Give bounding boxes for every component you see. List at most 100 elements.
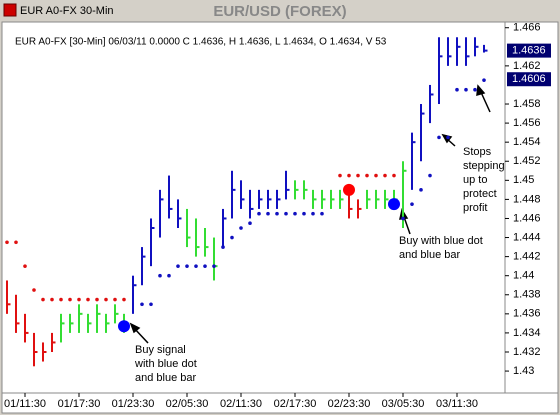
annotation: with blue dot [134,358,197,370]
x-tick-label: 02/05:30 [166,398,209,410]
x-tick-label: 02/23:30 [328,398,371,410]
y-tick-label: 1.458 [513,98,541,110]
stop-dot [32,288,36,292]
y-tick-label: 1.444 [513,231,541,243]
stop-dot [401,216,405,221]
stop-dot [284,211,288,216]
stop-dot [23,264,27,268]
stop-dot [257,211,261,216]
window-title: EUR A0-FX 30-Min [20,5,114,17]
stop-dot [104,297,108,302]
stop-dot [302,211,306,216]
stop-dot [239,226,243,230]
stop-dot [86,297,90,302]
y-tick-label: 1.45 [513,174,534,186]
stop-dot [176,264,180,268]
annotation: and blue bar [399,249,460,261]
x-tick-label: 03/05:30 [382,398,425,410]
stop-dot [455,87,459,92]
stop-dot [149,302,153,307]
y-tick-label: 1.462 [513,60,541,72]
stop-dot [95,297,99,302]
stop-dot [158,273,162,278]
stop-dot [293,211,297,216]
stop-dot [14,240,18,245]
stop-dot [437,135,441,140]
y-tick-label: 1.448 [513,193,541,205]
info-line: EUR A0-FX [30-Min] 06/03/11 0.0000 C 1.4… [15,37,387,48]
x-tick-label: 01/23:30 [112,398,155,410]
stop-dot [230,235,234,240]
price-marker [507,43,551,58]
stop-dot [419,188,423,192]
price-marker-label: 1.4636 [512,45,546,57]
y-tick-label: 1.436 [513,308,541,320]
x-tick-label: 01/17:30 [58,398,101,410]
x-axis-panel [1,392,559,414]
stop-dot [59,297,63,302]
stop-dot [311,211,315,216]
x-tick-label: 01/11:30 [4,398,46,410]
stop-dot [212,264,216,268]
stop-dot [338,173,342,178]
price-marker [507,72,551,87]
price-marker-label: 1.4606 [512,73,546,85]
stop-dot [113,297,117,302]
y-tick-label: 1.44 [513,270,534,282]
y-tick-label: 1.43 [513,365,534,377]
stop-dot [50,297,54,302]
signal-dot [388,198,400,211]
stop-dot [464,87,468,92]
x-tick-label: 03/11:30 [436,398,478,410]
stop-dot [374,173,378,178]
y-tick-label: 1.442 [513,251,541,263]
stop-dot [221,245,225,249]
y-tick-label: 1.438 [513,289,541,301]
plot-area [1,21,506,394]
stop-dot [266,211,270,216]
stop-dot [446,135,450,140]
annotation: Buy signal [135,344,186,356]
stop-dot [77,297,81,302]
y-tick-label: 1.466 [513,22,541,34]
stop-dot [122,297,126,302]
signal-dot [343,183,355,196]
stop-dot [473,87,477,92]
stop-dot [203,264,207,268]
stop-dot [392,173,396,178]
stop-dot [167,273,171,278]
x-tick-label: 02/17:30 [274,398,317,410]
window-icon [3,3,17,17]
stop-dot [482,78,486,82]
annotation: and blue bar [135,372,196,384]
y-tick-label: 1.454 [513,136,541,148]
stop-dot [140,302,144,307]
stop-dot [194,264,198,268]
annotation: protect [463,188,497,200]
y-tick-label: 1.446 [513,212,541,224]
stop-dot [347,173,351,178]
annotation: profit [463,202,487,214]
x-tick-label: 02/11:30 [220,398,262,410]
annotation: Stops [463,146,492,158]
stop-dot [185,264,189,268]
stop-dot [410,202,414,206]
stop-dot [275,211,279,216]
stop-dot [68,297,72,302]
stop-dot [320,211,324,216]
annotation: up to [463,174,487,186]
stop-dot [365,173,369,178]
chart-title: EUR/USD (FOREX) [213,3,346,20]
stop-dot [356,173,360,178]
y-tick-label: 1.456 [513,117,541,129]
stop-dot [41,297,45,302]
stop-dot [248,221,252,226]
annotation: stepping [463,160,505,172]
signal-dot [118,320,130,333]
stop-dot [5,240,9,245]
y-tick-label: 1.452 [513,155,541,167]
y-tick-label: 1.434 [513,327,541,339]
annotation: Buy with blue dot [399,235,483,247]
y-tick-label: 1.432 [513,346,541,358]
